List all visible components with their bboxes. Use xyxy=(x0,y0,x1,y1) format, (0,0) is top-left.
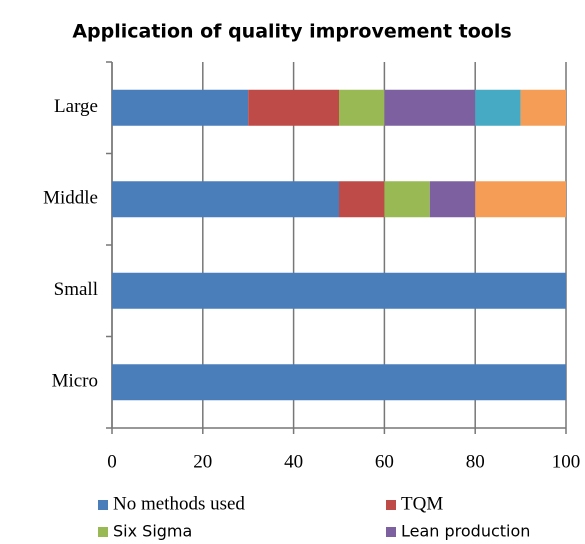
bar-segment xyxy=(384,89,476,126)
chart-title: Application of quality improvement tools xyxy=(72,21,511,43)
y-tick-label: Small xyxy=(54,279,98,300)
bar-segment xyxy=(112,272,566,309)
bar-segment xyxy=(112,181,339,218)
x-tick-label: 80 xyxy=(466,451,485,472)
y-tick-label: Large xyxy=(54,96,98,117)
x-tick-label: 20 xyxy=(193,451,212,472)
legend-swatch xyxy=(386,500,396,510)
bar-segment xyxy=(475,89,521,126)
x-tick-label: 100 xyxy=(552,451,581,472)
bar-segment xyxy=(339,89,385,126)
legend-label: No methods used xyxy=(113,493,245,514)
legend-label: Lean production xyxy=(401,522,530,541)
legend-label: Six Sigma xyxy=(113,522,192,541)
bar-segment xyxy=(475,181,566,218)
bar-segment xyxy=(384,181,430,218)
bar-segment xyxy=(112,89,249,126)
y-tick-label: Middle xyxy=(43,188,98,209)
legend-swatch xyxy=(98,500,108,510)
x-tick-label: 40 xyxy=(284,451,303,472)
bar-segment xyxy=(429,181,476,218)
bar-segment xyxy=(339,181,385,218)
y-tick-label: Micro xyxy=(52,371,98,392)
x-tick-label: 60 xyxy=(375,451,394,472)
bar-segment xyxy=(520,89,566,126)
x-tick-label: 0 xyxy=(107,451,117,472)
legend-swatch xyxy=(386,527,396,537)
legend-label: TQM xyxy=(401,493,443,514)
legend-swatch xyxy=(98,527,108,537)
bar-segment xyxy=(112,364,566,401)
bar-segment xyxy=(248,89,339,126)
